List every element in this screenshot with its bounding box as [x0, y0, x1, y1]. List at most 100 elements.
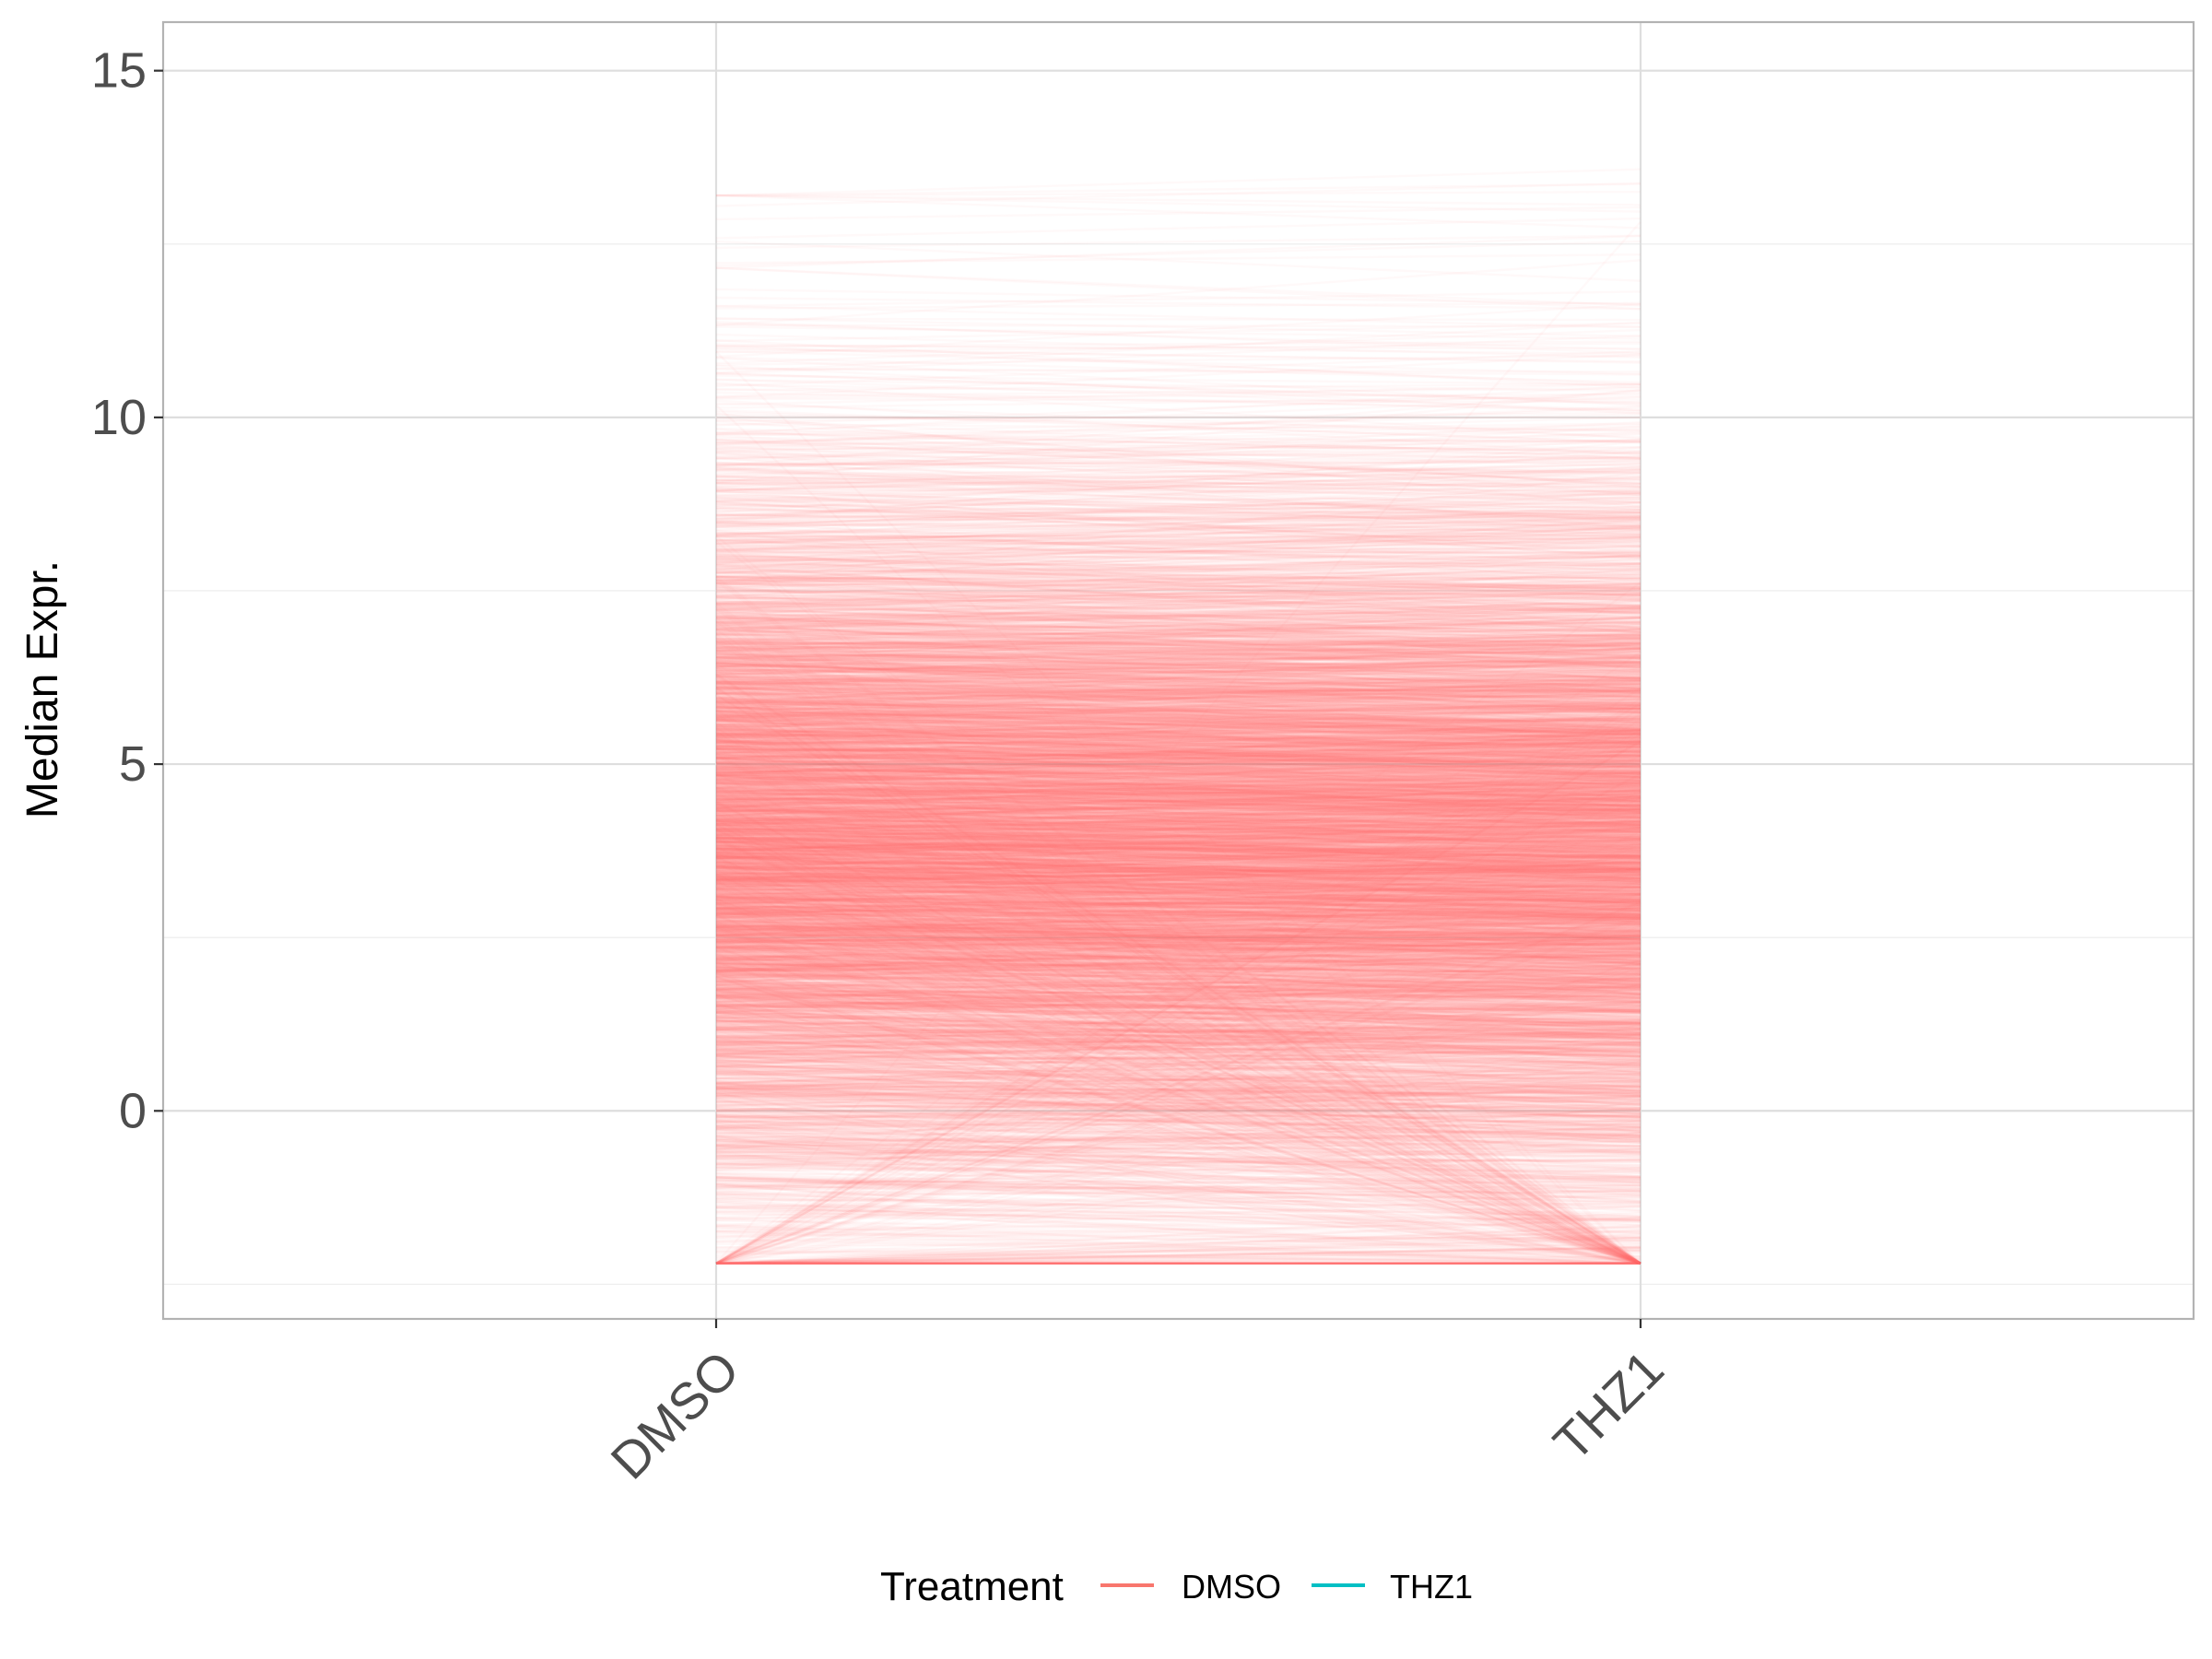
gene-line: [715, 892, 1641, 916]
gene-line: [715, 747, 1641, 783]
gene-line: [715, 840, 1641, 846]
gene-line: [715, 817, 1641, 870]
gene-line: [715, 1050, 1641, 1085]
gene-line: [715, 797, 1641, 815]
gene-line: [715, 647, 1641, 704]
gene-line: [715, 852, 1641, 901]
gene-line: [715, 770, 1641, 796]
gene-line: [715, 865, 1641, 915]
gene-line: [715, 1246, 1641, 1265]
gene-line: [715, 1245, 1641, 1265]
gene-line: [715, 882, 1641, 910]
gene-line: [715, 1127, 1641, 1178]
gene-line: [715, 682, 1641, 691]
gene-line: [715, 893, 1641, 942]
gene-line: [715, 734, 1641, 831]
gene-line: [715, 783, 1641, 853]
gene-line: [715, 593, 1641, 600]
gene-line: [715, 1063, 1641, 1085]
gene-line: [715, 579, 1641, 587]
gene-line: [715, 1194, 1641, 1264]
gene-line: [715, 1006, 1641, 1039]
gene-line: [715, 903, 1641, 924]
gene-line: [715, 852, 1641, 864]
gene-line: [715, 589, 1641, 597]
gene-line: [715, 866, 1641, 906]
gene-line: [715, 863, 1641, 871]
gene-line: [715, 849, 1641, 861]
gene-line: [715, 1203, 1641, 1223]
gene-line: [715, 715, 1641, 748]
gene-line: [715, 1175, 1641, 1185]
gene-line: [715, 619, 1641, 649]
gene-line: [715, 1144, 1641, 1203]
gene-line: [715, 778, 1641, 789]
gene-line: [715, 809, 1641, 846]
gene-line: [715, 968, 1641, 986]
gene-line: [715, 961, 1641, 994]
gene-line: [715, 784, 1641, 808]
gene-line: [715, 1003, 1641, 1025]
gene-line: [715, 922, 1641, 939]
gene-line: [715, 770, 1641, 775]
gene-line: [715, 657, 1641, 677]
gene-line: [715, 797, 1641, 834]
gene-line: [715, 825, 1641, 884]
gene-line: [715, 744, 1641, 793]
gene-line: [715, 653, 1641, 664]
gene-line: [715, 882, 1641, 900]
gene-line: [715, 1050, 1641, 1055]
gene-line: [715, 741, 1641, 766]
gene-line: [715, 882, 1641, 918]
gene-line: [715, 932, 1641, 941]
gene-line: [715, 919, 1641, 926]
gene-line: [715, 1147, 1641, 1159]
gene-line: [715, 729, 1641, 768]
gene-line: [715, 733, 1641, 743]
gene-line: [715, 913, 1641, 917]
gene-line: [715, 904, 1641, 964]
gene-line: [715, 505, 1641, 512]
gene-line: [715, 448, 1641, 504]
gene-line: [715, 888, 1641, 899]
gene-line: [715, 1016, 1641, 1089]
gene-line: [715, 929, 1641, 943]
gene-line: [715, 1038, 1641, 1083]
gene-line: [715, 861, 1641, 900]
gene-line: [715, 1058, 1641, 1077]
gene-line: [715, 925, 1641, 947]
gene-line: [715, 606, 1641, 658]
gene-line: [715, 490, 1641, 517]
gene-line: [715, 885, 1641, 1265]
gene-line: [715, 843, 1641, 891]
gene-line: [715, 871, 1641, 878]
gene-line: [715, 888, 1641, 903]
gene-line: [715, 325, 1641, 340]
gene-line: [715, 1019, 1641, 1060]
gene-line: [715, 834, 1641, 1265]
gene-line: [715, 630, 1641, 637]
gene-line: [715, 715, 1641, 747]
gene-line: [715, 769, 1641, 782]
gene-line: [715, 935, 1641, 943]
gene-line: [715, 556, 1641, 615]
gene-line: [715, 820, 1641, 828]
gene-line: [715, 862, 1641, 892]
gene-line: [715, 840, 1641, 849]
gene-line: [715, 1029, 1641, 1068]
gene-line: [715, 1015, 1641, 1034]
gene-line: [715, 1099, 1641, 1131]
gene-line: [715, 750, 1641, 777]
gene-line: [715, 1236, 1641, 1265]
gene-line: [715, 620, 1641, 642]
gene-line: [715, 865, 1641, 877]
gene-line: [715, 811, 1641, 860]
gene-line: [715, 805, 1641, 858]
gene-line: [715, 508, 1641, 521]
gene-line: [715, 1012, 1641, 1030]
gene-line: [715, 732, 1641, 747]
gene-line: [715, 732, 1641, 759]
gene-line: [715, 925, 1641, 982]
gene-line: [715, 547, 1641, 618]
gene-line: [715, 865, 1641, 872]
